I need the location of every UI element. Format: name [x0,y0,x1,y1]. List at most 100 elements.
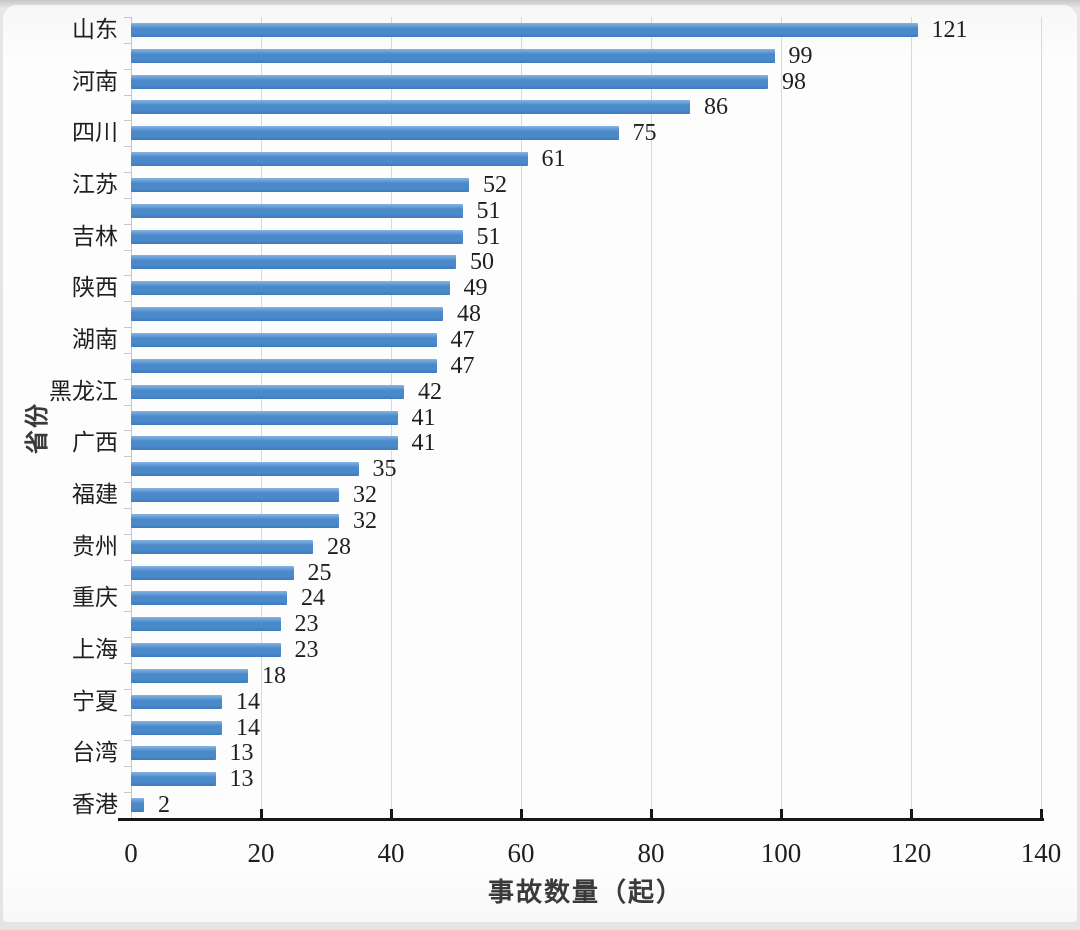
bar-value-label: 23 [294,611,319,638]
y-axis-tick [124,301,131,303]
gridline [1041,17,1042,818]
y-axis-tick [124,197,131,199]
bar [131,668,248,683]
category-tick-label: 重庆 [72,585,118,611]
bar [131,513,339,528]
bar-value-label: 25 [307,559,332,586]
bar [131,255,456,270]
x-tick-label: 120 [890,838,932,868]
bar [131,307,443,322]
category-tick-label: 宁夏 [72,688,118,714]
bar-value-label: 2 [158,792,170,819]
y-axis-tick [124,42,131,44]
y-axis-tick [124,352,131,354]
x-axis-tick [780,809,783,818]
gridline [521,17,522,818]
bar-value-label: 14 [236,714,260,741]
bar [131,746,216,761]
bar [131,22,918,37]
y-axis-tick [124,637,131,639]
x-axis-title: 事故数量（起） [487,877,684,907]
bar-value-label: 14 [236,688,260,715]
x-axis-tick [390,809,393,818]
category-tick-label: 黑龙江 [49,378,118,404]
y-axis-title: 省份 [24,402,51,454]
gridline [911,17,912,818]
bar [131,617,281,632]
x-tick-label: 0 [124,838,138,868]
bar-value-label: 13 [229,766,254,793]
bar [131,720,222,735]
bar [131,591,287,606]
y-axis-tick [124,17,131,18]
x-axis-tick [520,809,523,818]
bar-value-label: 49 [463,275,488,302]
bar [131,384,404,399]
y-axis-tick [124,94,131,96]
bar [131,74,768,89]
bar-value-label: 42 [418,378,442,405]
bar [131,539,313,554]
y-axis-tick [124,430,131,432]
x-tick-label: 60 [507,838,535,868]
x-tick-label: 100 [760,838,802,868]
y-axis-tick [124,378,131,380]
y-axis-tick [124,740,131,742]
bar [131,462,359,477]
y-axis-tick [124,456,131,458]
bar [131,643,281,658]
category-tick-label: 山东 [72,16,118,42]
bar [131,126,619,141]
bar-value-label: 98 [782,68,806,95]
category-tick-label: 广西 [72,430,118,456]
category-tick-label: 湖南 [72,326,118,352]
category-tick-label: 贵州 [72,533,118,559]
category-tick-label: 台湾 [72,740,118,766]
category-tick-label: 江苏 [72,171,118,197]
bar [131,565,294,580]
bar-value-label: 75 [632,120,657,147]
y-axis-tick [124,507,131,509]
bar-value-label: 48 [457,301,481,328]
bar-value-label: 23 [294,637,319,664]
bar-value-label: 99 [788,42,813,69]
category-tick-label: 四川 [72,120,118,146]
x-tick-label: 80 [637,838,665,868]
y-axis-tick [124,404,131,406]
y-axis-tick [124,146,131,148]
bar [131,48,775,63]
x-axis-tick [1040,809,1043,818]
bar-value-label: 52 [483,171,507,198]
bar-value-label: 41 [411,404,436,431]
x-axis-line [118,818,1044,821]
bar [131,358,437,373]
gridline [651,17,652,818]
y-axis-tick [124,533,131,535]
bar-value-label: 50 [470,249,494,276]
bar [131,203,463,218]
y-axis-tick [124,120,131,122]
bar [131,772,216,787]
category-tick-label: 香港 [72,792,118,818]
x-tick-label: 40 [377,838,405,868]
x-tick-label: 20 [247,838,275,868]
category-tick-label: 吉林 [72,223,118,249]
y-axis-tick [124,714,131,716]
category-tick-label: 陕西 [72,275,118,301]
bar-value-label: 24 [301,585,325,612]
y-axis-tick [124,172,131,174]
y-axis-tick [124,611,131,613]
x-axis-tick [910,809,913,818]
bar-value-label: 28 [327,533,351,560]
category-tick-label: 河南 [72,68,118,94]
y-axis-tick [124,223,131,225]
bar [131,281,450,296]
y-axis-tick [124,662,131,664]
bar [131,410,398,425]
bar [131,332,437,347]
y-axis-tick [124,249,131,251]
y-axis-tick [124,327,131,329]
bar [131,229,463,244]
x-axis-tick [260,809,263,818]
